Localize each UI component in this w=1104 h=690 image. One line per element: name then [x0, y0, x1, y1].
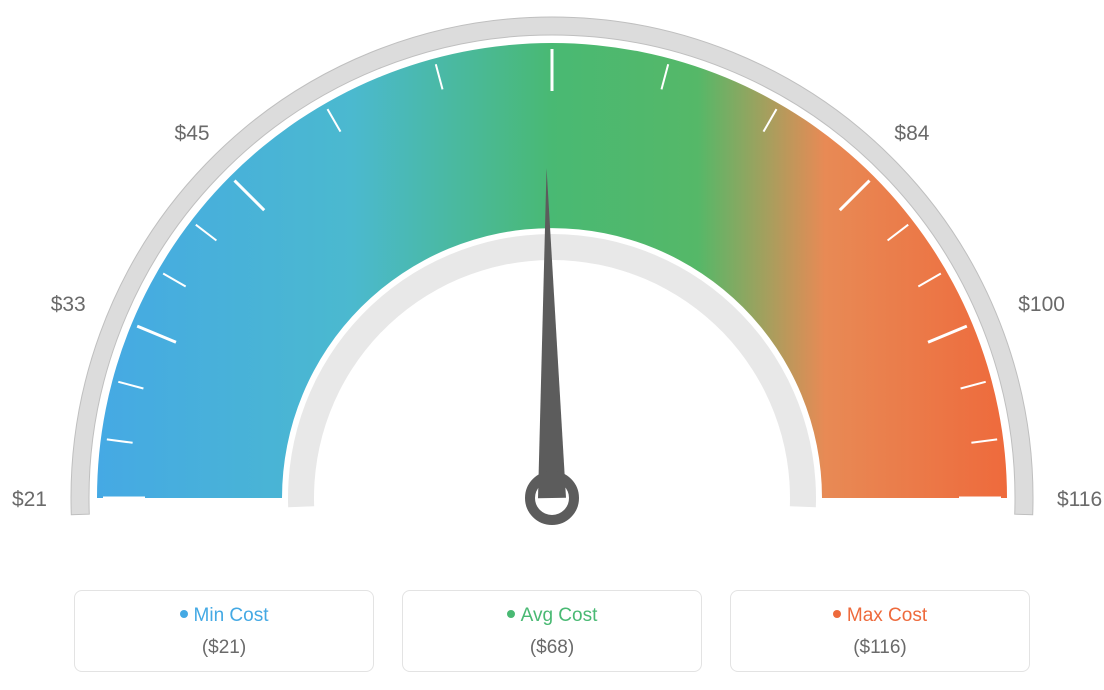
tick-label: $33	[51, 293, 86, 316]
legend-label: Min Cost	[194, 605, 269, 626]
tick-label: $21	[12, 488, 47, 511]
legend-title: Avg Cost	[413, 605, 691, 627]
tick-label: $45	[175, 122, 210, 145]
legend-dot-icon	[180, 610, 188, 618]
legend-dot-icon	[507, 610, 515, 618]
legend-card: Max Cost ($116)	[730, 590, 1030, 672]
legend-dot-icon	[833, 610, 841, 618]
legend-card: Min Cost ($21)	[74, 590, 374, 672]
tick-label: $116	[1057, 488, 1102, 511]
cost-gauge-chart: $21$33$45$68$84$100$116 Min Cost($21)Avg…	[0, 0, 1104, 690]
gauge-svg: $21$33$45$68$84$100$116	[0, 0, 1104, 560]
tick-label: $100	[1018, 293, 1065, 316]
legend-value: ($21)	[85, 637, 363, 659]
tick-label: $84	[894, 122, 929, 145]
legend-title: Max Cost	[741, 605, 1019, 627]
legend-row: Min Cost ($21) Avg Cost ($68) Max Cost ($116)	[0, 590, 1104, 672]
legend-card: Avg Cost ($68)	[402, 590, 702, 672]
legend-value: ($68)	[413, 637, 691, 659]
legend-title: Min Cost	[85, 605, 363, 627]
legend-value: ($116)	[741, 637, 1019, 659]
legend-label: Avg Cost	[521, 605, 598, 626]
legend-label: Max Cost	[847, 605, 927, 626]
